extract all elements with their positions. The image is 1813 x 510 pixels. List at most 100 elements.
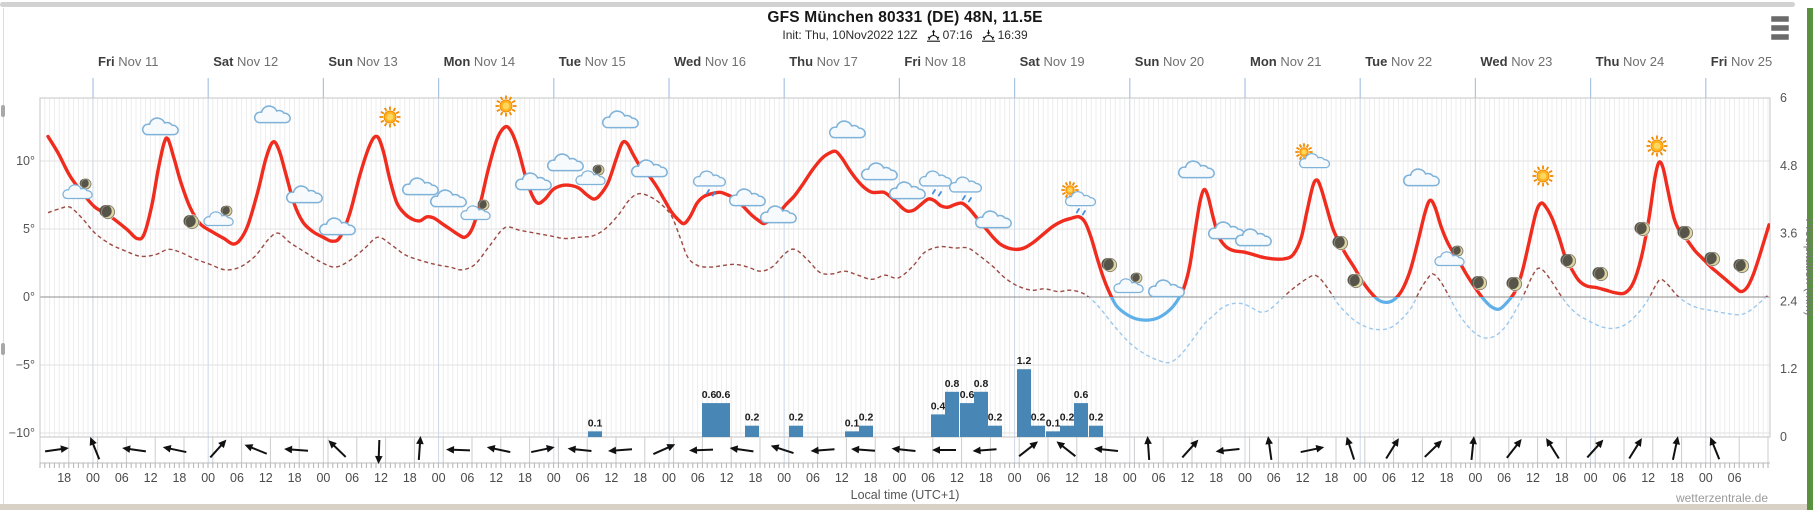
cloud-moon-icon — [1434, 245, 1465, 267]
svg-text:3.6: 3.6 — [1780, 227, 1797, 241]
moon-icon — [99, 204, 116, 220]
day-label: Fri Nov 18 — [904, 54, 966, 69]
sun-icon — [1532, 165, 1554, 187]
cloud-icon — [1177, 160, 1215, 179]
svg-text:18: 18 — [403, 471, 417, 485]
svg-text:06: 06 — [115, 471, 129, 485]
moon-icon — [1733, 258, 1750, 274]
temperature-curves — [46, 124, 1770, 364]
svg-text:0.4: 0.4 — [931, 400, 946, 412]
sun-icon — [495, 95, 517, 117]
svg-text:06: 06 — [1497, 471, 1511, 485]
svg-text:00: 00 — [432, 471, 446, 485]
moon-icon — [1634, 221, 1651, 237]
menu-bar — [1771, 16, 1789, 22]
svg-text:−5°: −5° — [16, 358, 35, 372]
hamburger-menu-icon[interactable] — [1771, 16, 1789, 40]
cloud-icon — [630, 159, 668, 178]
svg-text:00: 00 — [1238, 471, 1252, 485]
wind-arrow — [1709, 437, 1721, 460]
moon-icon — [1471, 275, 1488, 291]
svg-text:00: 00 — [547, 471, 561, 485]
wind-arrow — [328, 440, 347, 458]
svg-text:06: 06 — [460, 471, 474, 485]
wind-arrow — [1586, 439, 1604, 459]
day-label: Fri Nov 25 — [1710, 54, 1773, 69]
xaxis-caption: Local time (UTC+1) — [850, 488, 960, 502]
wind-arrow — [1546, 438, 1560, 460]
svg-text:00: 00 — [1468, 471, 1482, 485]
page-title: GFS München 80331 (DE) 48N, 11.5E — [767, 9, 1043, 26]
wind-arrow — [1345, 436, 1356, 460]
wind-arrow — [608, 446, 633, 455]
svg-text:06: 06 — [806, 471, 820, 485]
cloud-icon — [401, 177, 439, 196]
cloud-icon — [514, 172, 552, 191]
sunset-icon — [981, 29, 995, 42]
svg-text:06: 06 — [1612, 471, 1626, 485]
wind-arrow — [209, 439, 227, 459]
day-label: Sat Nov 12 — [213, 54, 279, 69]
svg-text:18: 18 — [1555, 471, 1569, 485]
svg-text:18: 18 — [864, 471, 878, 485]
wind-arrow — [486, 445, 511, 454]
day-label: Mon Nov 14 — [443, 54, 516, 69]
cloud-icon — [888, 181, 926, 200]
svg-text:12: 12 — [720, 471, 734, 485]
svg-text:00: 00 — [662, 471, 676, 485]
day-label: Tue Nov 22 — [1365, 54, 1433, 69]
svg-text:12: 12 — [835, 471, 849, 485]
svg-text:−10°: −10° — [9, 426, 35, 440]
svg-text:0.6: 0.6 — [1074, 389, 1089, 401]
cloud-moon-icon — [575, 164, 606, 186]
cloud-rain-icon — [948, 176, 983, 203]
left-edge-line — [3, 8, 4, 504]
cloud-icon — [285, 185, 323, 204]
day-label: Wed Nov 23 — [1480, 54, 1553, 69]
svg-text:00: 00 — [1123, 471, 1137, 485]
wind-arrow — [810, 446, 835, 455]
day-label: Sun Nov 13 — [328, 54, 398, 69]
svg-text:06: 06 — [691, 471, 705, 485]
svg-text:06: 06 — [1382, 471, 1396, 485]
svg-text:18: 18 — [1324, 471, 1338, 485]
svg-text:12: 12 — [374, 471, 388, 485]
svg-text:0.2: 0.2 — [988, 412, 1003, 424]
svg-text:6: 6 — [1780, 91, 1787, 105]
svg-text:0.2: 0.2 — [859, 412, 874, 424]
day-label: Tue Nov 15 — [558, 54, 626, 69]
wind-arrow — [1181, 439, 1199, 459]
wind-arrow — [89, 437, 101, 460]
day-label: Thu Nov 24 — [1595, 54, 1665, 69]
svg-text:12: 12 — [1065, 471, 1079, 485]
svg-text:18: 18 — [979, 471, 993, 485]
wind-arrow — [244, 444, 268, 455]
svg-text:12: 12 — [1180, 471, 1194, 485]
svg-text:18: 18 — [633, 471, 647, 485]
cloud-rain-icon — [918, 170, 953, 197]
wind-arrow — [1018, 441, 1039, 457]
cloud-icon — [253, 105, 291, 124]
wind-arrow — [932, 446, 956, 454]
svg-text:12: 12 — [1526, 471, 1540, 485]
chart-subtitle: Init: Thu, 10Nov2022 12Z 07:16 16:39 — [0, 28, 1810, 42]
menu-bar — [1771, 34, 1789, 40]
svg-text:06: 06 — [921, 471, 935, 485]
svg-text:06: 06 — [230, 471, 244, 485]
svg-text:18: 18 — [518, 471, 532, 485]
wind-arrow — [1144, 436, 1152, 461]
wind-arrow — [1424, 440, 1443, 458]
cloud-icon — [141, 117, 179, 136]
cloud-icon — [546, 153, 584, 172]
svg-text:0.1: 0.1 — [1046, 417, 1061, 429]
wind-arrow — [531, 445, 555, 454]
cloud-icon — [429, 189, 467, 208]
svg-text:18: 18 — [1094, 471, 1108, 485]
cloud-moon-icon — [203, 205, 234, 227]
svg-text:0: 0 — [1780, 430, 1787, 444]
svg-text:0.2: 0.2 — [789, 412, 804, 424]
left-scroll-mark — [1, 343, 5, 355]
moon-icon — [1347, 273, 1364, 289]
moon-icon — [183, 214, 200, 230]
wind-arrow — [1265, 436, 1273, 461]
